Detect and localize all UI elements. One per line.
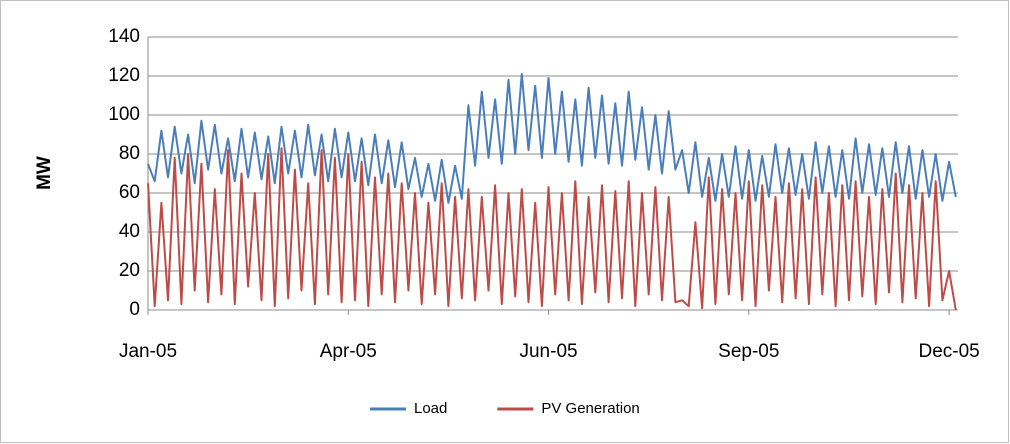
line-series [147, 147, 957, 311]
x-tick-label: Dec-05 [918, 341, 979, 362]
x-tick-label: Sep-05 [718, 341, 779, 362]
y-tick-label: 20 [119, 260, 140, 281]
y-tick-label: 120 [108, 65, 140, 86]
y-axis-label: MW [34, 156, 55, 190]
y-tick-label: 140 [108, 26, 140, 47]
legend-label: Load [414, 400, 447, 417]
line-series [147, 73, 957, 204]
x-tick-label: Apr-05 [320, 341, 377, 362]
y-tick-label: 0 [129, 299, 140, 320]
x-tick-label: Jan-05 [119, 341, 177, 362]
y-tick-label: 60 [119, 182, 140, 203]
legend-label: PV Generation [541, 400, 639, 417]
x-tick-label: Jun-05 [519, 341, 577, 362]
y-tick-label: 40 [119, 221, 140, 242]
y-tick-label: 100 [108, 104, 140, 125]
y-tick-label: 80 [119, 143, 140, 164]
